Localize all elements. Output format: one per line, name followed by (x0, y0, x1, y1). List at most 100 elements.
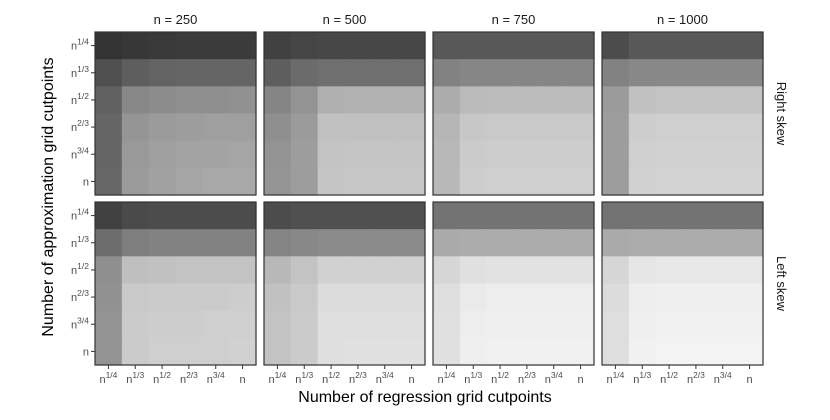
heatmap-cell (459, 256, 488, 285)
heatmap-cell (229, 310, 257, 339)
heatmap-cell (513, 167, 541, 196)
heatmap-cell (148, 202, 177, 230)
heatmap-cell (202, 59, 230, 87)
panel-left-skew-n-1000 (601, 201, 764, 366)
heatmap-cell (290, 32, 319, 60)
heatmap-cell (602, 140, 630, 169)
tick-label: n1/2 (153, 370, 171, 386)
y-tick-labels: n1/4 n1/3 n1/2 n2/3 n3/4 n n1/4 n1/3 n1/2 n2/3 n3/… (71, 37, 95, 358)
heatmap-cell (433, 283, 461, 312)
heatmap-cell (317, 167, 346, 196)
heatmap-cell (290, 59, 319, 87)
heatmap-cell (602, 32, 630, 60)
heatmap-cell (736, 310, 764, 339)
heatmap-cell (433, 59, 461, 87)
heatmap-cell (709, 32, 737, 60)
heatmap-cell (202, 283, 230, 312)
heatmap-cell (736, 32, 764, 60)
heatmap-cell (567, 140, 595, 169)
heatmap-cell (540, 140, 568, 169)
heatmap-cell (602, 59, 630, 87)
tick-label: n (747, 374, 753, 386)
heatmap-cell (513, 202, 541, 230)
heatmap-cell (148, 167, 177, 196)
heatmap-cell (459, 113, 488, 142)
heatmap-cell (344, 86, 372, 115)
heatmap-cell (264, 202, 292, 230)
heatmap-cell (371, 337, 399, 366)
heatmap-cell (371, 32, 399, 60)
heatmap-cell (433, 256, 461, 285)
heatmap-cell (540, 59, 568, 87)
heatmap-cell (175, 229, 203, 257)
tick-label: n3/4 (714, 370, 732, 386)
heatmap-cell (317, 229, 346, 257)
heatmap-cell (121, 337, 150, 366)
heatmap-cell (655, 32, 684, 60)
heatmap-cell (709, 86, 737, 115)
tick-label: n1/4 (268, 370, 286, 386)
heatmap-cell (628, 202, 657, 230)
heatmap-cell (264, 86, 292, 115)
heatmap-cell (344, 337, 372, 366)
heatmap-cell (709, 310, 737, 339)
heatmap-cell (459, 32, 488, 60)
panel-left-skew-n-750 (432, 201, 595, 366)
heatmap-cell (95, 256, 123, 285)
column-strip-label: n = 1000 (657, 12, 708, 27)
heatmap-cell (175, 256, 203, 285)
x-axis-label: Number of regression grid cutpoints (298, 389, 551, 406)
heatmap-cell (486, 229, 515, 257)
tick-label: n1/4 (606, 370, 624, 386)
heatmap-cell (628, 140, 657, 169)
column-strip-label: n = 750 (492, 12, 536, 27)
heatmap-cell (628, 32, 657, 60)
heatmap-cell (433, 113, 461, 142)
heatmap-cell (513, 113, 541, 142)
heatmap-cell (459, 140, 488, 169)
heatmap-cell (344, 256, 372, 285)
heatmap-cell (290, 202, 319, 230)
heatmap-cell (121, 256, 150, 285)
heatmap-cell (540, 283, 568, 312)
heatmap-cell (317, 202, 346, 230)
heatmap-cell (486, 113, 515, 142)
heatmap-cell (433, 310, 461, 339)
heatmap-cell (264, 32, 292, 60)
heatmap-cell (513, 310, 541, 339)
heatmap-cell (175, 32, 203, 60)
heatmap-cell (602, 113, 630, 142)
heatmap-cell (175, 283, 203, 312)
heatmap-cell (486, 86, 515, 115)
heatmap-cell (290, 167, 319, 196)
heatmap-cell (602, 337, 630, 366)
heatmap-cell (121, 202, 150, 230)
heatmap-cell (371, 113, 399, 142)
heatmap-cell (229, 202, 257, 230)
heatmap-cell (459, 337, 488, 366)
heatmap-cell (344, 113, 372, 142)
heatmap-cell (95, 113, 123, 142)
heatmap-cell (202, 113, 230, 142)
heatmap-cell (433, 32, 461, 60)
tick-label: n1/3 (295, 370, 313, 386)
heatmap-cell (709, 113, 737, 142)
heatmap-cell (709, 283, 737, 312)
heatmap-cell (202, 229, 230, 257)
heatmap-cell (736, 337, 764, 366)
heatmap-cell (317, 140, 346, 169)
heatmap-cell (202, 202, 230, 230)
heatmap-cell (459, 283, 488, 312)
tick-label: n1/2 (322, 370, 340, 386)
panel-border (432, 201, 595, 366)
heatmap-cell (540, 202, 568, 230)
heatmap-cell (148, 140, 177, 169)
tick-label: n1/3 (126, 370, 144, 386)
heatmap-cell (229, 32, 257, 60)
panel-border (263, 31, 426, 196)
heatmap-cell (121, 113, 150, 142)
heatmap-cell (540, 337, 568, 366)
heatmap-cell (264, 310, 292, 339)
panel-left-skew-n-250 (94, 201, 257, 366)
heatmap-cell (655, 59, 684, 87)
